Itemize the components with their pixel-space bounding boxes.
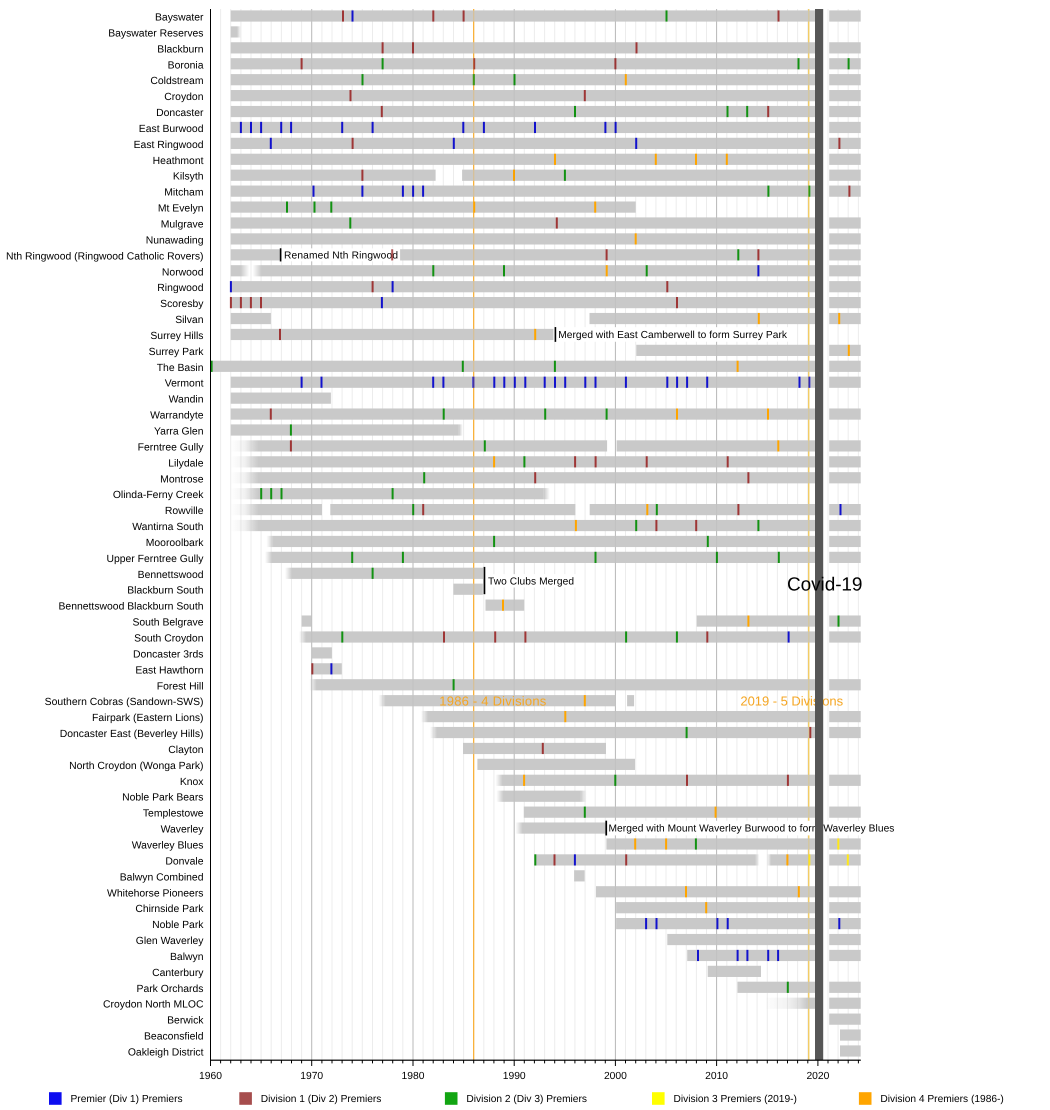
svg-text:Beaconsfield: Beaconsfield xyxy=(144,1032,204,1043)
svg-text:Noble Park: Noble Park xyxy=(152,920,204,931)
svg-text:Southern Cobras (Sandown-SWS): Southern Cobras (Sandown-SWS) xyxy=(45,697,204,708)
svg-text:Surrey Park: Surrey Park xyxy=(149,347,205,358)
svg-text:Berwick: Berwick xyxy=(167,1016,204,1027)
svg-text:Vermont: Vermont xyxy=(165,379,204,390)
svg-text:Noble Park Bears: Noble Park Bears xyxy=(122,793,203,804)
svg-text:Upper Ferntree Gully: Upper Ferntree Gully xyxy=(106,554,204,565)
svg-text:Templestowe: Templestowe xyxy=(143,809,204,820)
svg-text:Bennettswood Blackburn South: Bennettswood Blackburn South xyxy=(59,602,204,613)
svg-text:Two Clubs Merged: Two Clubs Merged xyxy=(488,577,574,588)
svg-text:Division 2 (Div 3) Premiers: Division 2 (Div 3) Premiers xyxy=(466,1094,587,1105)
svg-text:Clayton: Clayton xyxy=(168,745,203,756)
svg-text:Nunawading: Nunawading xyxy=(146,235,204,246)
svg-text:Surrey Hills: Surrey Hills xyxy=(150,331,203,342)
svg-text:Doncaster East (Beverley Hills: Doncaster East (Beverley Hills) xyxy=(60,729,204,740)
svg-text:Wantirna South: Wantirna South xyxy=(132,522,203,533)
svg-text:Rowville: Rowville xyxy=(165,506,204,517)
svg-text:1986 - 4 Divisions: 1986 - 4 Divisions xyxy=(439,693,547,708)
svg-text:Fairpark (Eastern Lions): Fairpark (Eastern Lions) xyxy=(92,713,203,724)
svg-text:Renamed Nth Ringwood: Renamed Nth Ringwood xyxy=(284,250,398,261)
svg-text:Division 3 Premiers (2019-): Division 3 Premiers (2019-) xyxy=(674,1094,797,1105)
svg-text:Nth Ringwood (Ringwood Catholi: Nth Ringwood (Ringwood Catholic Rovers) xyxy=(6,251,204,262)
svg-text:Forest Hill: Forest Hill xyxy=(157,681,204,692)
svg-text:Balwyn Combined: Balwyn Combined xyxy=(120,872,204,883)
svg-text:Coldstream: Coldstream xyxy=(150,76,203,87)
svg-text:East Hawthorn: East Hawthorn xyxy=(135,665,203,676)
svg-text:Blackburn: Blackburn xyxy=(157,44,203,55)
svg-text:Yarra Glen: Yarra Glen xyxy=(154,427,204,438)
svg-text:Ferntree Gully: Ferntree Gully xyxy=(138,442,205,453)
svg-text:Croydon North MLOC: Croydon North MLOC xyxy=(103,1000,204,1011)
svg-text:Blackburn South: Blackburn South xyxy=(127,586,203,597)
svg-text:Balwyn: Balwyn xyxy=(170,952,204,963)
svg-text:1990: 1990 xyxy=(503,1071,526,1082)
svg-text:1970: 1970 xyxy=(300,1071,323,1082)
svg-text:North Croydon (Wonga Park): North Croydon (Wonga Park) xyxy=(69,761,203,772)
svg-text:Whitehorse Pioneers: Whitehorse Pioneers xyxy=(107,888,203,899)
svg-text:Scoresby: Scoresby xyxy=(160,299,204,310)
svg-text:Kilsyth: Kilsyth xyxy=(173,172,204,183)
svg-text:Waverley: Waverley xyxy=(161,825,205,836)
svg-text:Montrose: Montrose xyxy=(160,474,204,485)
svg-text:Mooroolbark: Mooroolbark xyxy=(146,538,205,549)
svg-text:Croydon: Croydon xyxy=(164,92,203,103)
svg-text:Chirnside Park: Chirnside Park xyxy=(135,904,204,915)
svg-text:Doncaster 3rds: Doncaster 3rds xyxy=(133,649,203,660)
svg-text:2019 - 5 Divisions: 2019 - 5 Divisions xyxy=(740,693,843,708)
svg-text:Ringwood: Ringwood xyxy=(157,283,203,294)
svg-text:Norwood: Norwood xyxy=(162,267,204,278)
svg-text:East Ringwood: East Ringwood xyxy=(134,140,204,151)
svg-text:Lilydale: Lilydale xyxy=(168,458,203,469)
svg-text:1960: 1960 xyxy=(199,1071,222,1082)
svg-text:Bayswater: Bayswater xyxy=(155,13,204,24)
svg-text:2000: 2000 xyxy=(604,1071,627,1082)
svg-text:2020: 2020 xyxy=(806,1071,829,1082)
svg-text:Division 4 Premiers (1986-): Division 4 Premiers (1986-) xyxy=(880,1094,1003,1105)
svg-text:Division 1 (Div 2) Premiers: Division 1 (Div 2) Premiers xyxy=(261,1094,382,1105)
svg-text:Mt Evelyn: Mt Evelyn xyxy=(158,204,204,215)
svg-text:The Basin: The Basin xyxy=(157,363,204,374)
svg-text:Knox: Knox xyxy=(180,777,204,788)
svg-text:Warrandyte: Warrandyte xyxy=(150,411,204,422)
svg-text:1980: 1980 xyxy=(402,1071,425,1082)
svg-text:2010: 2010 xyxy=(705,1071,728,1082)
svg-text:Oakleigh District: Oakleigh District xyxy=(128,1047,204,1058)
svg-text:Heathmont: Heathmont xyxy=(153,156,204,167)
svg-text:Mitcham: Mitcham xyxy=(164,188,203,199)
svg-text:Boronia: Boronia xyxy=(168,60,204,71)
svg-text:Mulgrave: Mulgrave xyxy=(161,220,204,231)
svg-text:Wandin: Wandin xyxy=(169,395,204,406)
svg-text:Silvan: Silvan xyxy=(175,315,204,326)
svg-text:Park Orchards: Park Orchards xyxy=(137,984,204,995)
svg-text:Waverley Blues: Waverley Blues xyxy=(132,841,204,852)
svg-text:Olinda-Ferny Creek: Olinda-Ferny Creek xyxy=(113,490,204,501)
svg-text:Merged with Mount Waverley Bur: Merged with Mount Waverley Burwood to fo… xyxy=(609,824,895,835)
svg-text:Glen Waverley: Glen Waverley xyxy=(136,936,205,947)
svg-text:Merged with East Camberwell to: Merged with East Camberwell to form Surr… xyxy=(558,330,788,341)
svg-text:Bennettswood: Bennettswood xyxy=(138,570,204,581)
svg-text:Doncaster: Doncaster xyxy=(156,108,204,119)
svg-text:Covid-19: Covid-19 xyxy=(787,575,863,596)
svg-text:Donvale: Donvale xyxy=(165,856,203,867)
svg-text:Bayswater Reserves: Bayswater Reserves xyxy=(108,28,203,39)
svg-text:South Belgrave: South Belgrave xyxy=(132,618,203,629)
svg-text:South Croydon: South Croydon xyxy=(134,634,204,645)
svg-text:East Burwood: East Burwood xyxy=(139,124,204,135)
svg-text:Canterbury: Canterbury xyxy=(152,968,204,979)
svg-text:Premier (Div 1) Premiers: Premier (Div 1) Premiers xyxy=(71,1094,183,1105)
